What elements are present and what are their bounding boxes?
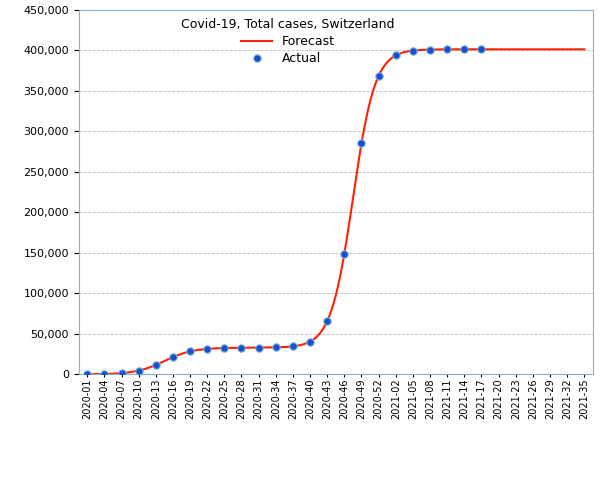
Actual <box>460 46 469 53</box>
Forecast <box>581 47 588 52</box>
Forecast <box>284 344 292 349</box>
Actual <box>408 47 417 54</box>
Actual <box>254 344 264 351</box>
Actual <box>134 367 143 374</box>
Forecast <box>425 47 432 52</box>
Actual <box>151 361 161 369</box>
Forecast <box>302 340 310 346</box>
Actual <box>185 348 195 355</box>
Actual <box>82 371 92 378</box>
Actual <box>442 46 452 53</box>
Actual <box>237 344 246 351</box>
Actual <box>271 344 281 351</box>
Forecast <box>134 368 142 373</box>
Actual <box>202 345 212 353</box>
Actual <box>99 370 109 378</box>
Legend: Forecast, Actual: Forecast, Actual <box>177 13 400 70</box>
Actual <box>322 317 332 325</box>
Forecast <box>83 372 91 377</box>
Actual <box>117 369 126 377</box>
Actual <box>339 250 349 257</box>
Actual <box>425 46 435 53</box>
Actual <box>477 46 486 53</box>
Actual <box>374 72 384 80</box>
Actual <box>168 353 178 361</box>
Actual <box>288 343 298 350</box>
Line: Forecast: Forecast <box>87 49 584 374</box>
Actual <box>220 344 229 352</box>
Forecast <box>480 47 488 52</box>
Forecast <box>471 47 479 52</box>
Actual <box>356 140 366 147</box>
Actual <box>391 51 401 59</box>
Actual <box>305 338 315 346</box>
